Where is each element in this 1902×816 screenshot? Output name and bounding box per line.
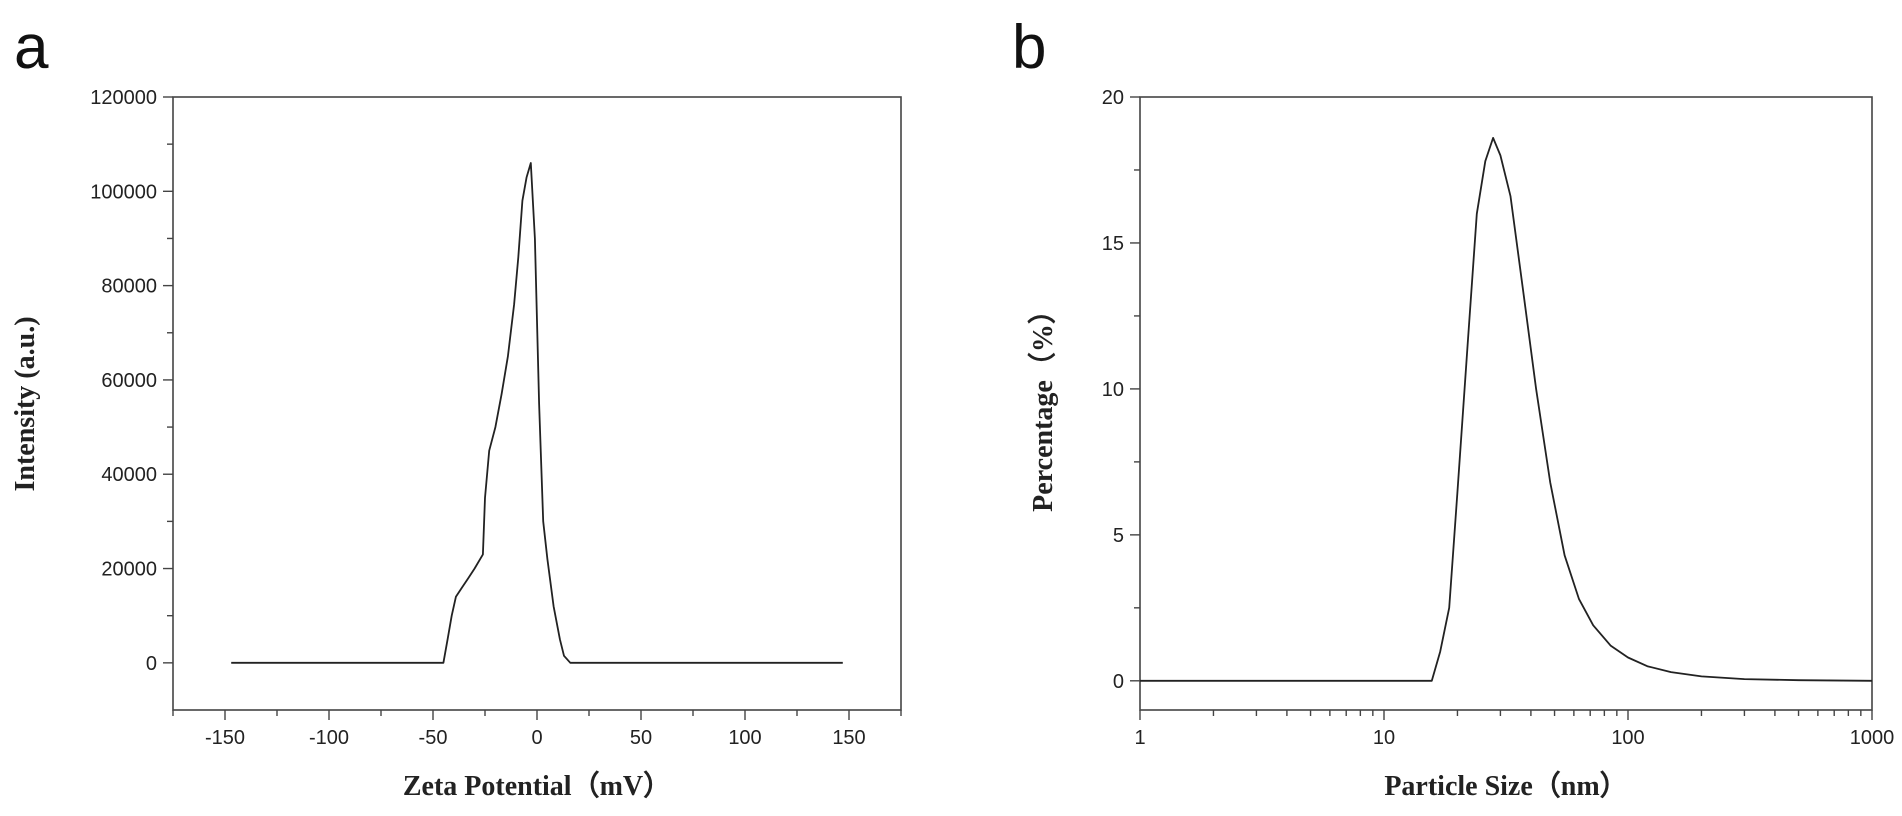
y-tick-label-a: 60000 [101, 370, 157, 392]
chart-panel-a: a -150 -100 -50 0 50 100 150 0 20000 40000 60000 80… [10, 13, 902, 802]
y-tick-label-b: 10 [1102, 379, 1124, 401]
y-tick-label-a: 80000 [101, 276, 157, 298]
ticks-a: -150 -100 -50 0 50 100 150 0 20000 40000 60000 8000… [90, 87, 902, 749]
series-group-a [231, 162, 843, 664]
x-axis-label-b: Particle Size（nm） [1384, 769, 1627, 802]
x-tick-label-a: -100 [309, 727, 349, 749]
plot-frame-a [172, 96, 902, 711]
y-tick-label-a: 20000 [101, 559, 157, 581]
x-tick-label-a: 0 [531, 727, 542, 749]
y-tick-label-a: 40000 [101, 464, 157, 486]
ticks-b: 1 10 100 1000 0 5 10 15 20 [1102, 87, 1895, 749]
series-line-a [231, 162, 843, 664]
x-tick-label-b: 100 [1611, 727, 1644, 749]
plot-frame-b [1139, 96, 1873, 711]
y-tick-label-b: 0 [1113, 671, 1124, 693]
x-tick-label-b: 1000 [1850, 727, 1895, 749]
y-tick-label-b: 5 [1113, 525, 1124, 547]
x-tick-label-b: 1 [1134, 727, 1145, 749]
y-tick-label-b: 15 [1102, 233, 1124, 255]
y-tick-label-a: 120000 [90, 87, 157, 109]
x-tick-label-a: -50 [419, 727, 448, 749]
series-group-b [1140, 136, 1873, 682]
y-tick-label-a: 100000 [90, 181, 157, 203]
x-tick-label-a: 150 [832, 727, 865, 749]
x-tick-label-b: 10 [1373, 727, 1395, 749]
x-tick-label-a: 100 [728, 727, 761, 749]
x-tick-label-a: -150 [205, 727, 245, 749]
x-tick-label-a: 50 [630, 727, 652, 749]
y-tick-label-a: 0 [146, 653, 157, 675]
panel-label-b: b [1012, 13, 1046, 82]
series-line-b [1140, 136, 1873, 682]
panel-label-a: a [14, 13, 49, 82]
y-axis-label-a: Intensity (a.u.) [10, 316, 41, 491]
y-axis-label-b: Percentage（%） [1026, 296, 1059, 512]
y-tick-label-b: 20 [1102, 87, 1124, 109]
chart-panel-b: b 1 10 100 1000 0 5 10 15 20 Particle Size（nm） P… [1012, 13, 1894, 802]
x-axis-label-a: Zeta Potential（mV） [403, 769, 671, 802]
